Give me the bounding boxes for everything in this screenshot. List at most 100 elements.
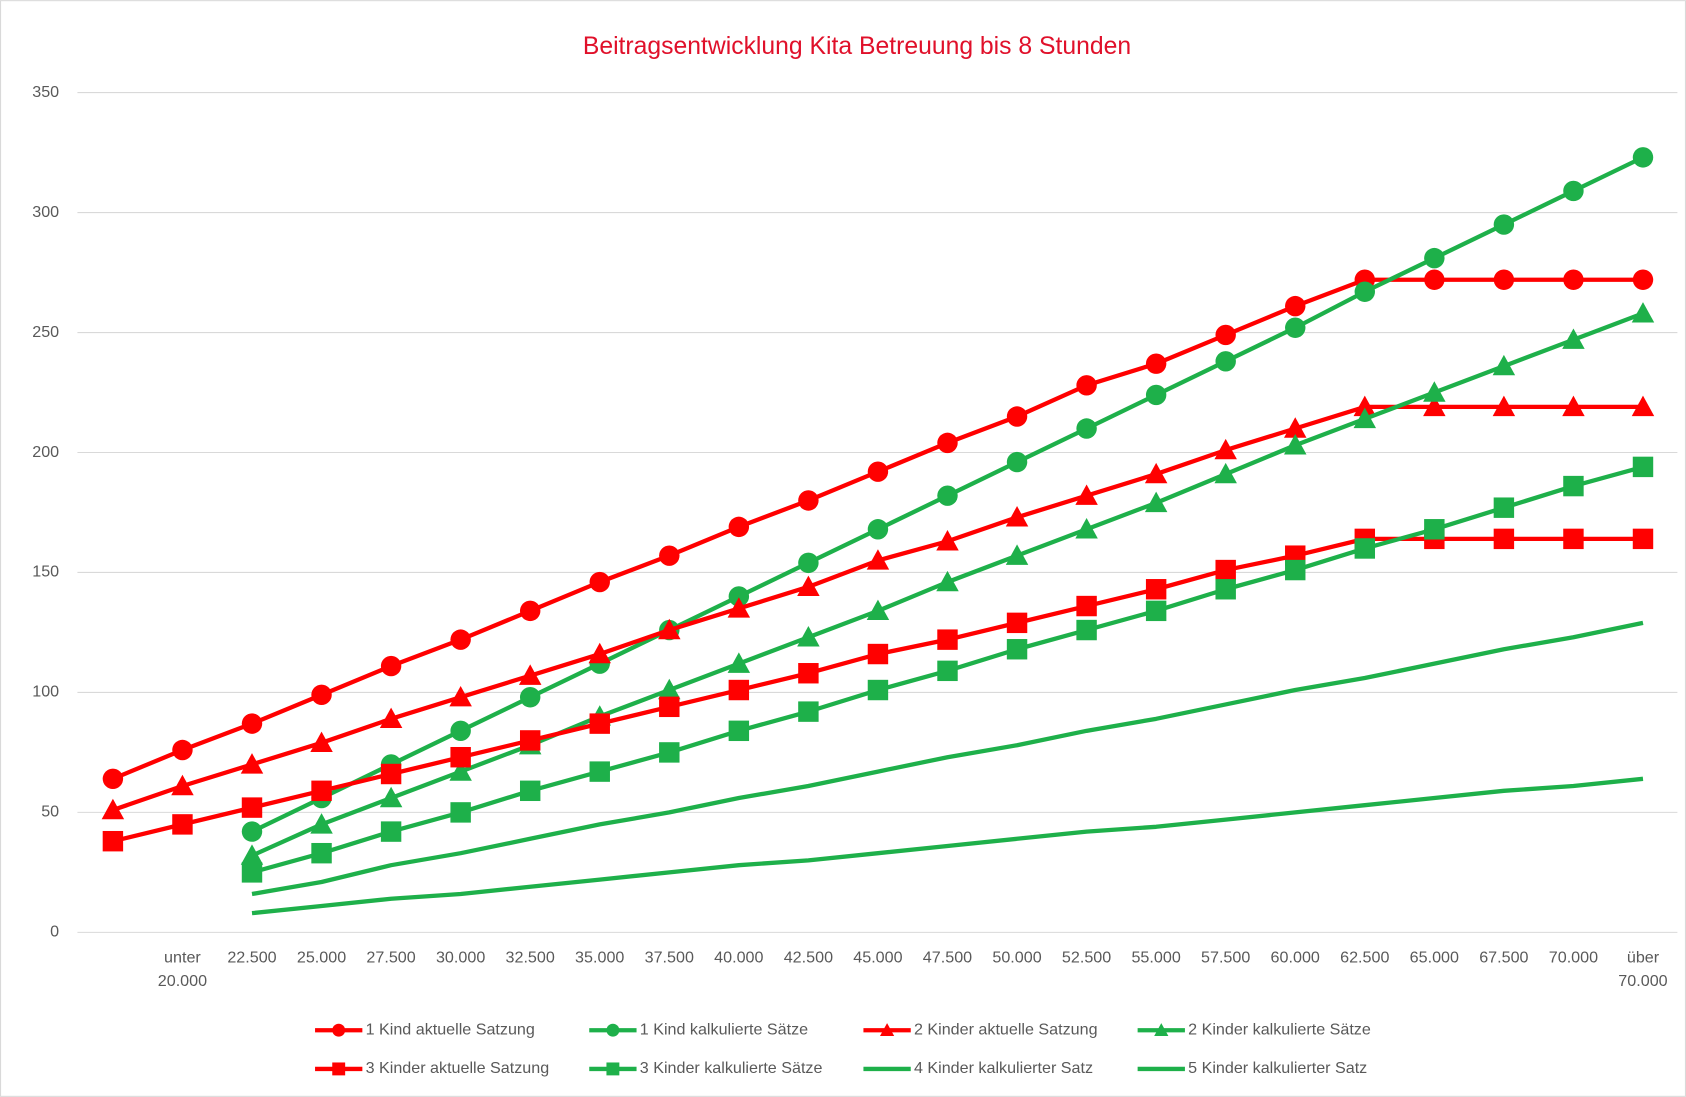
x-tick-label: 27.500 — [366, 948, 416, 967]
marker — [728, 586, 750, 607]
marker — [727, 597, 751, 618]
x-tick-label-box: 45.000 — [853, 948, 903, 967]
marker — [1076, 619, 1097, 641]
legend-marker — [332, 1023, 346, 1037]
marker — [172, 814, 193, 835]
x-tick-label: 42.500 — [783, 948, 834, 967]
marker — [1492, 354, 1516, 376]
marker — [519, 600, 541, 622]
marker — [1563, 269, 1584, 290]
marker — [1006, 639, 1028, 660]
marker — [867, 461, 889, 482]
legend-marker — [606, 1062, 620, 1076]
marker — [1424, 519, 1445, 540]
x-tick-label: 47.500 — [922, 948, 973, 967]
marker — [241, 797, 263, 818]
y-tick-label: 0 — [50, 923, 59, 941]
marker — [1145, 600, 1167, 622]
marker — [797, 575, 820, 597]
marker — [937, 629, 958, 650]
legend-marker — [1154, 1023, 1169, 1037]
marker — [1006, 451, 1028, 473]
marker — [728, 720, 750, 742]
marker — [1214, 462, 1237, 484]
x-tick-label: 30.000 — [435, 948, 486, 967]
y-tick-label: 100 — [32, 683, 59, 701]
marker — [449, 760, 472, 781]
marker — [1563, 475, 1584, 497]
marker — [1562, 328, 1585, 349]
marker — [171, 774, 194, 796]
x-tick-label-box: 60.000 — [1270, 948, 1320, 967]
marker — [380, 763, 402, 785]
marker — [1145, 384, 1167, 406]
marker — [1563, 180, 1584, 202]
marker — [102, 768, 124, 790]
chart-title: Beitragsentwicklung Kita Betreuung bis 8… — [583, 33, 1131, 60]
marker — [1285, 559, 1306, 581]
marker — [659, 545, 680, 566]
legend-label: 1 Kind aktuelle Satzung — [366, 1020, 535, 1038]
marker — [1424, 247, 1445, 269]
marker — [1144, 462, 1168, 484]
marker — [1285, 317, 1306, 338]
marker — [1215, 324, 1236, 346]
x-tick-label: 70.000 — [1548, 948, 1599, 967]
x-tick-label: 40.000 — [714, 948, 764, 967]
y-tick-label: 200 — [32, 443, 59, 461]
y-tick-label: 250 — [32, 323, 59, 341]
marker — [519, 780, 541, 802]
x-tick-label-box: 27.500 — [366, 948, 416, 967]
marker — [450, 746, 471, 768]
marker — [1493, 269, 1515, 290]
legend-label: 4 Kinder kalkulierter Satz — [914, 1059, 1093, 1077]
y-tick-label: 150 — [32, 563, 59, 581]
marker — [1284, 417, 1307, 438]
marker — [728, 679, 750, 701]
marker — [380, 821, 402, 842]
legend-label: 5 Kinder kalkulierter Satz — [1188, 1059, 1367, 1077]
marker — [658, 678, 681, 700]
marker — [797, 626, 820, 647]
legend-label: 2 Kinder kalkulierte Sätze — [1188, 1020, 1371, 1038]
marker — [1076, 595, 1097, 617]
marker — [1215, 559, 1236, 581]
marker — [1631, 395, 1655, 417]
marker — [1492, 395, 1516, 417]
x-tick-label-box: 30.000 — [435, 948, 486, 967]
x-tick-label-box: 35.000 — [575, 948, 624, 966]
x-tick-label-box: 50.000 — [992, 948, 1041, 966]
x-tick-label: 52.500 — [1061, 948, 1112, 967]
legend-label: 3 Kinder aktuelle Satzung — [366, 1059, 550, 1077]
marker — [240, 753, 264, 774]
x-tick-label-box: 65.000 — [1410, 948, 1459, 966]
marker — [798, 663, 819, 684]
marker — [311, 780, 332, 802]
x-tick-label: 60.000 — [1270, 948, 1320, 967]
marker — [1075, 484, 1098, 505]
marker — [937, 485, 958, 506]
marker — [937, 432, 958, 454]
marker — [936, 570, 959, 592]
marker — [519, 687, 541, 708]
x-tick-label-box: 57.500 — [1201, 948, 1250, 966]
x-tick-label: unter 20.000 — [157, 948, 208, 991]
marker — [659, 696, 680, 718]
x-tick-label-box: 67.500 — [1479, 948, 1528, 966]
marker — [518, 664, 542, 685]
marker — [101, 798, 125, 820]
x-tick-label-box: über 70.000 — [1618, 948, 1667, 990]
marker — [867, 643, 889, 665]
x-tick-label-box: 32.500 — [506, 948, 555, 966]
marker — [1632, 147, 1654, 168]
legend-label: 1 Kind kalkulierte Sätze — [640, 1020, 808, 1038]
marker — [379, 786, 403, 808]
x-tick-label: 62.500 — [1340, 948, 1390, 967]
marker — [589, 713, 610, 734]
marker — [1215, 579, 1236, 600]
x-tick-label: 45.000 — [853, 948, 903, 967]
x-tick-label: 55.000 — [1131, 948, 1181, 967]
legend-label: 2 Kinder aktuelle Satzung — [914, 1020, 1098, 1038]
y-tick-label: 350 — [32, 83, 59, 101]
marker — [1562, 395, 1585, 417]
